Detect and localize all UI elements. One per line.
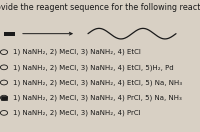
FancyBboxPatch shape — [1, 96, 7, 100]
Text: 1) NaNH₂, 2) MeCl, 3) NaNH₂, 4) PrCl, 5) Na, NH₃: 1) NaNH₂, 2) MeCl, 3) NaNH₂, 4) PrCl, 5)… — [13, 94, 182, 101]
Text: 1) NaNH₂, 2) MeCl, 3) NaNH₂, 4) EtCl: 1) NaNH₂, 2) MeCl, 3) NaNH₂, 4) EtCl — [13, 49, 141, 55]
Text: 1) NaNH₂, 2) MeCl, 3) NaNH₂, 4) EtCl, 5)H₂, Pd: 1) NaNH₂, 2) MeCl, 3) NaNH₂, 4) EtCl, 5)… — [13, 64, 174, 71]
Text: Provide the reagent sequence for the following reaction: Provide the reagent sequence for the fol… — [0, 3, 200, 12]
FancyBboxPatch shape — [4, 32, 15, 36]
Text: 1) NaNH₂, 2) MeCl, 3) NaNH₂, 4) PrCl: 1) NaNH₂, 2) MeCl, 3) NaNH₂, 4) PrCl — [13, 110, 141, 116]
Text: 1) NaNH₂, 2) MeCl, 3) NaNH₂, 4) EtCl, 5) Na, NH₃: 1) NaNH₂, 2) MeCl, 3) NaNH₂, 4) EtCl, 5)… — [13, 79, 182, 86]
